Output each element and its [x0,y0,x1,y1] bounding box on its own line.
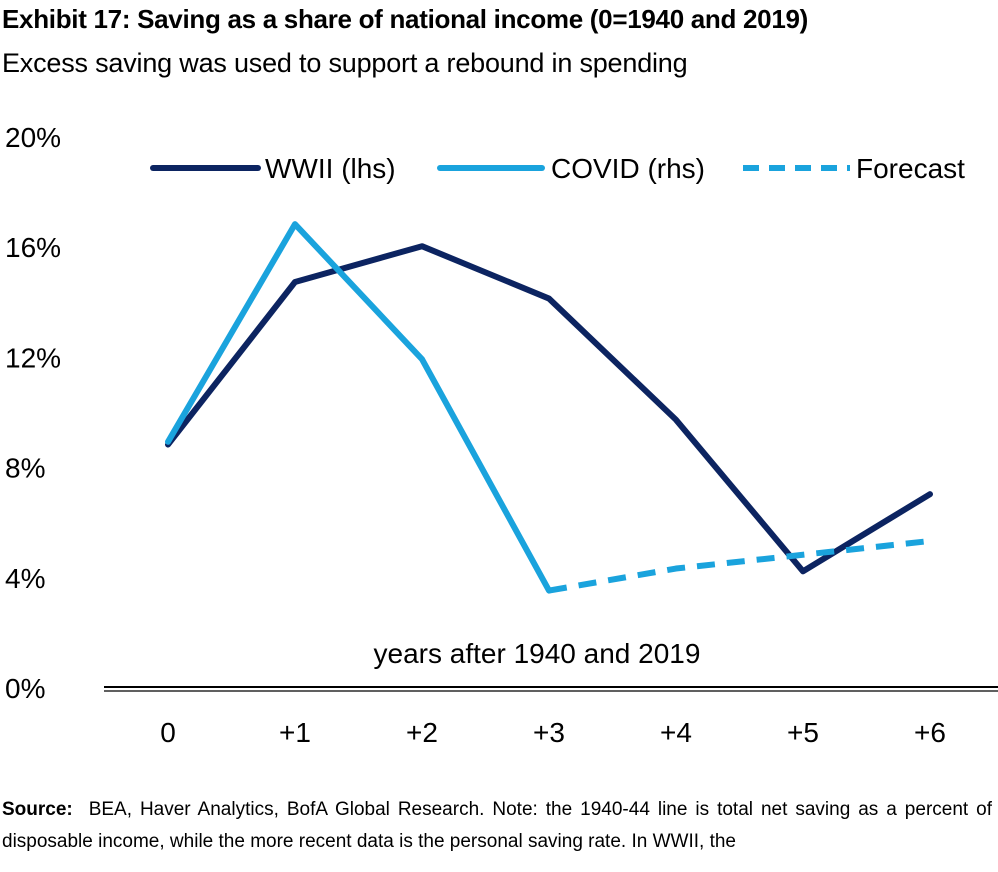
source-label: Source: [2,799,73,820]
y-tick-label: 16% [5,232,61,263]
series-line-2 [165,221,552,594]
y-tick-label: 12% [5,342,61,373]
x-axis-ticks: 0 +1 +2 +3 +4 +5 +6 [160,717,946,748]
legend-label: COVID (rhs) [551,153,705,184]
source-text: BEA, Haver Analytics, BofA Global Resear… [2,799,992,852]
chart-title: Exhibit 17: Saving as a share of nationa… [2,4,809,34]
x-axis [104,686,998,692]
y-axis-ticks: 0% 4% 8% 12% 16% 20% [5,122,61,704]
y-tick-label: 8% [5,453,45,484]
source-note: Source: BEA, Haver Analytics, BofA Globa… [2,794,992,872]
x-axis-title: years after 1940 and 2019 [374,638,701,669]
chart-subtitle: Excess saving was used to support a rebo… [2,48,688,78]
series-lines [165,221,933,594]
legend-label: WWII (lhs) [265,153,396,184]
series-line-1 [165,243,933,575]
legend-label: Forecast [856,153,965,184]
x-tick-label: +6 [914,717,946,748]
series-line-3 [548,538,931,594]
x-tick-label: +3 [533,717,565,748]
chart-legend: WWII (lhs) COVID (rhs) Forecast [150,153,965,184]
y-tick-label: 0% [5,673,45,704]
x-tick-label: +4 [660,717,692,748]
line-chart: 0% 4% 8% 12% 16% 20% 0 +1 +2 +3 +4 +5 +6 years afte… [5,122,998,748]
y-tick-label: 20% [5,122,61,153]
x-tick-label: +5 [787,717,819,748]
x-tick-label: +1 [279,717,311,748]
x-tick-label: +2 [406,717,438,748]
y-tick-label: 4% [5,563,45,594]
x-tick-label: 0 [160,717,176,748]
